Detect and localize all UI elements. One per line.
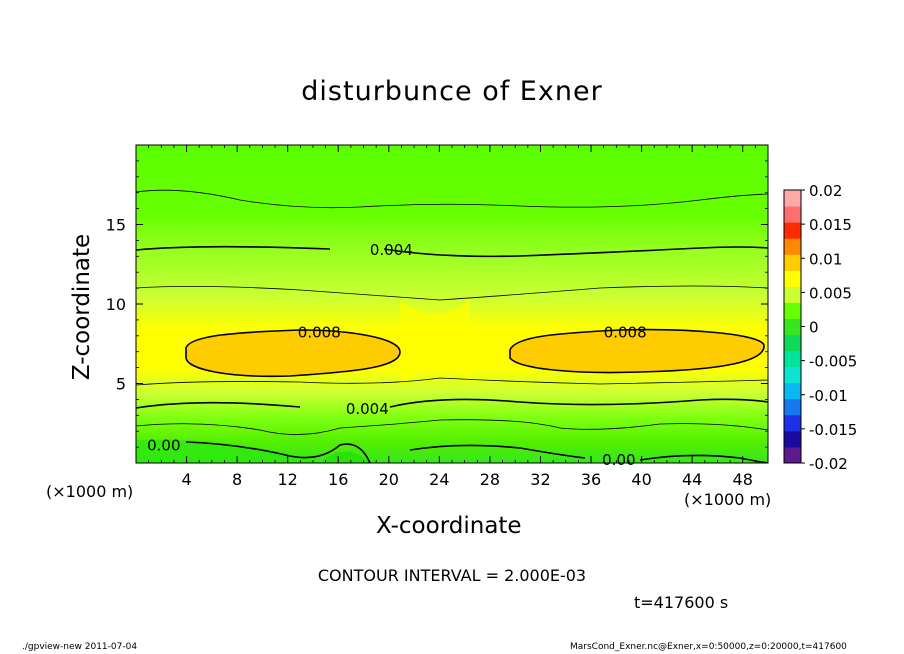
contour-line-004-upper: [136, 245, 768, 258]
colorbar-tick-label-5: -0.005: [809, 353, 857, 371]
contour-line-upper-thin: [136, 189, 768, 209]
x-axis-label: X-coordinate: [376, 513, 522, 539]
colorbar-tick-label-7: -0.015: [809, 421, 857, 439]
x-tick-label-7: 32: [530, 470, 550, 489]
contour-label-0: 0.004: [370, 241, 413, 259]
y-axis-ticks: 5 10 15: [106, 160, 768, 448]
contour-line-mid-thin-a: [136, 285, 768, 301]
contour-field: [136, 145, 768, 463]
x-tick-label-10: 44: [682, 470, 702, 489]
footer-left: ./gpview-new 2011-07-04: [22, 642, 138, 652]
contour-line-lower-thin: [136, 419, 768, 435]
contour-label-4: 0.00: [147, 437, 180, 455]
colorbar-segment-9: [784, 302, 801, 319]
colorbar-segment-3: [784, 398, 801, 416]
time-label: t=417600 s: [634, 593, 729, 612]
contour-line-mid-thin-b: [136, 377, 768, 386]
low-green-region-mid: [320, 451, 370, 463]
chart-title: disturbunce of Exner: [301, 76, 603, 107]
x-unit-label-left: (×1000 m): [46, 482, 134, 501]
colorbar-segment-8: [784, 318, 801, 336]
colorbar-segment-15: [784, 206, 801, 223]
contour-label-3: 0.004: [346, 400, 389, 418]
x-tick-label-1: 8: [232, 470, 242, 489]
x-tick-label-11: 48: [733, 470, 753, 489]
contour-line-000: [185, 441, 768, 463]
colorbar-segment-11: [784, 270, 801, 287]
x-tick-label-9: 40: [631, 470, 651, 489]
contour-label-5: 0.00: [602, 451, 635, 469]
colorbar: 0.02 0.015 0.01 0.005 0 -0.005 -0.01 -0.015 -0.0…: [783, 182, 857, 473]
colorbar-segment-16: [784, 190, 801, 207]
yellow-band-dip: [400, 298, 470, 385]
colorbar-segment-14: [784, 222, 801, 239]
max-region-left: [185, 329, 401, 378]
colorbar-segment-4: [784, 382, 801, 400]
field-background: [136, 145, 768, 463]
contour-labels: 0.004 0.008 0.008 0.004 0.00 0.00: [147, 241, 647, 469]
x-tick-label-4: 20: [379, 470, 399, 489]
colorbar-segment-12: [784, 254, 801, 271]
colorbar-segment-5: [784, 366, 801, 384]
colorbar-segment-13: [784, 238, 801, 255]
x-tick-label-3: 16: [328, 470, 348, 489]
contour-label-2: 0.008: [604, 324, 647, 342]
x-tick-label-2: 12: [278, 470, 298, 489]
y-tick-label-0: 5: [116, 375, 126, 394]
x-unit-label-right: (×1000 m): [684, 490, 772, 509]
colorbar-segment-6: [784, 350, 801, 368]
y-tick-label-2: 15: [106, 216, 126, 235]
footer-right: MarsCond_Exner.nc@Exner,x=0:50000,z=0:20…: [570, 642, 847, 652]
colorbar-segment-7: [784, 334, 801, 352]
x-tick-label-5: 24: [429, 470, 449, 489]
colorbar-tick-label-6: -0.01: [809, 387, 848, 405]
y-axis-label: Z-coordinate: [69, 233, 95, 381]
colorbar-tick-label-4: 0: [809, 319, 819, 337]
colorbar-segment-0: [784, 446, 801, 464]
x-tick-label-6: 28: [480, 470, 500, 489]
colorbar-tick-label-8: -0.02: [809, 455, 848, 473]
contour-line-004-lower: [136, 398, 768, 409]
max-region-right: [509, 328, 765, 374]
x-axis-ticks: 4 8 12 16 20 24 28 32 36 40 44 48: [148, 145, 756, 489]
colorbar-tick-label-0: 0.02: [809, 182, 842, 200]
x-tick-label-8: 36: [581, 470, 601, 489]
x-tick-label-0: 4: [181, 470, 191, 489]
contour-label-1: 0.008: [298, 324, 341, 342]
colorbar-segment-1: [784, 430, 801, 448]
low-green-region-left: [136, 439, 320, 463]
colorbar-segment-2: [784, 414, 801, 432]
colorbar-tick-label-3: 0.005: [809, 284, 852, 302]
colorbar-tick-label-2: 0.01: [809, 250, 842, 268]
contour-interval-text: CONTOUR INTERVAL = 2.000E-03: [317, 566, 587, 585]
y-tick-label-1: 10: [106, 295, 126, 314]
colorbar-tick-label-1: 0.015: [809, 216, 852, 234]
colorbar-segment-10: [784, 286, 801, 303]
